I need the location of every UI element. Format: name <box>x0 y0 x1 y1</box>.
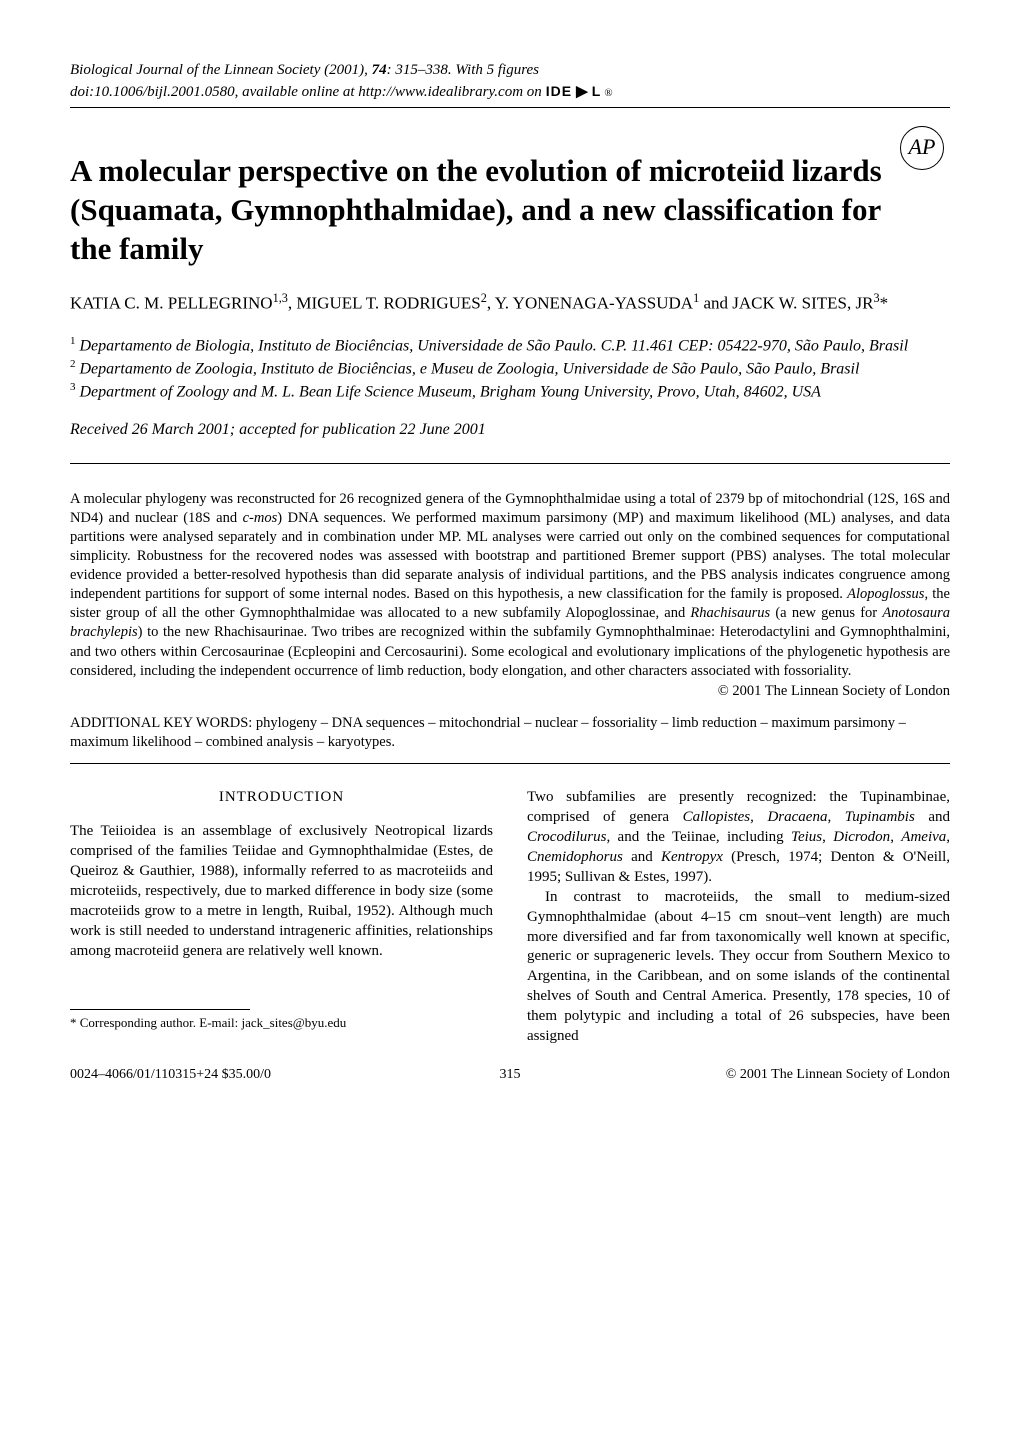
page-footer: 0024–4066/01/110315+24 $35.00/0 315 © 20… <box>70 1067 950 1087</box>
intro-paragraph-left: The Teiioidea is an assemblage of exclus… <box>70 822 493 962</box>
article-title: A molecular perspective on the evolution… <box>70 152 890 268</box>
journal-header: Biological Journal of the Linnean Societ… <box>70 60 950 103</box>
intro-paragraph-right-2: In contrast to macroteiids, the small to… <box>527 888 950 1048</box>
doi-line: doi:10.1006/bijl.2001.0580, available on… <box>70 81 950 103</box>
post-keywords-rule <box>70 763 950 764</box>
ideal-arrow-icon: ▶ <box>576 81 588 102</box>
affiliation-3-text: Department of Zoology and M. L. Bean Lif… <box>80 383 821 400</box>
received-dates: Received 26 March 2001; accepted for pub… <box>70 421 950 439</box>
keywords: ADDITIONAL KEY WORDS: phylogeny – DNA se… <box>70 714 950 753</box>
ideal-logo-text: IDE <box>546 82 572 102</box>
doi-text: doi:10.1006/bijl.2001.0580, available on… <box>70 82 542 103</box>
right-column: Two subfamilies are presently recognized… <box>527 788 950 1047</box>
body-columns: INTRODUCTION The Teiioidea is an assembl… <box>70 788 950 1047</box>
corresponding-author: * Corresponding author. E-mail: jack_sit… <box>70 1014 493 1031</box>
pre-abstract-rule <box>70 463 950 464</box>
section-heading-introduction: INTRODUCTION <box>70 788 493 808</box>
affiliations: 1 Departamento de Biologia, Instituto de… <box>70 334 950 403</box>
journal-citation: Biological Journal of the Linnean Societ… <box>70 60 950 81</box>
footer-copyright: © 2001 The Linnean Society of London <box>726 1067 950 1083</box>
ideal-logo-l: L <box>592 82 601 102</box>
affiliation-3: 3 Department of Zoology and M. L. Bean L… <box>70 380 950 403</box>
footer-code: 0024–4066/01/110315+24 $35.00/0 <box>70 1067 271 1083</box>
publisher-badge: AP <box>900 126 944 170</box>
affiliation-1-text: Departamento de Biologia, Instituto de B… <box>80 337 909 354</box>
abstract-copyright: © 2001 The Linnean Society of London <box>70 683 950 700</box>
left-column: INTRODUCTION The Teiioidea is an assembl… <box>70 788 493 1047</box>
ap-logo-icon: AP <box>900 126 944 170</box>
header-rule <box>70 107 950 108</box>
author-list: KATIA C. M. PELLEGRINO1,3, MIGUEL T. ROD… <box>70 290 950 316</box>
intro-paragraph-right-1: Two subfamilies are presently recognized… <box>527 788 950 888</box>
affiliation-2-text: Departamento de Zoologia, Instituto de B… <box>80 360 860 377</box>
registered-mark: ® <box>604 86 612 101</box>
page-number: 315 <box>500 1067 521 1083</box>
abstract: A molecular phylogeny was reconstructed … <box>70 490 950 681</box>
affiliation-2: 2 Departamento de Zoologia, Instituto de… <box>70 357 950 380</box>
corresponding-rule <box>70 1009 250 1010</box>
affiliation-1: 1 Departamento de Biologia, Instituto de… <box>70 334 950 357</box>
